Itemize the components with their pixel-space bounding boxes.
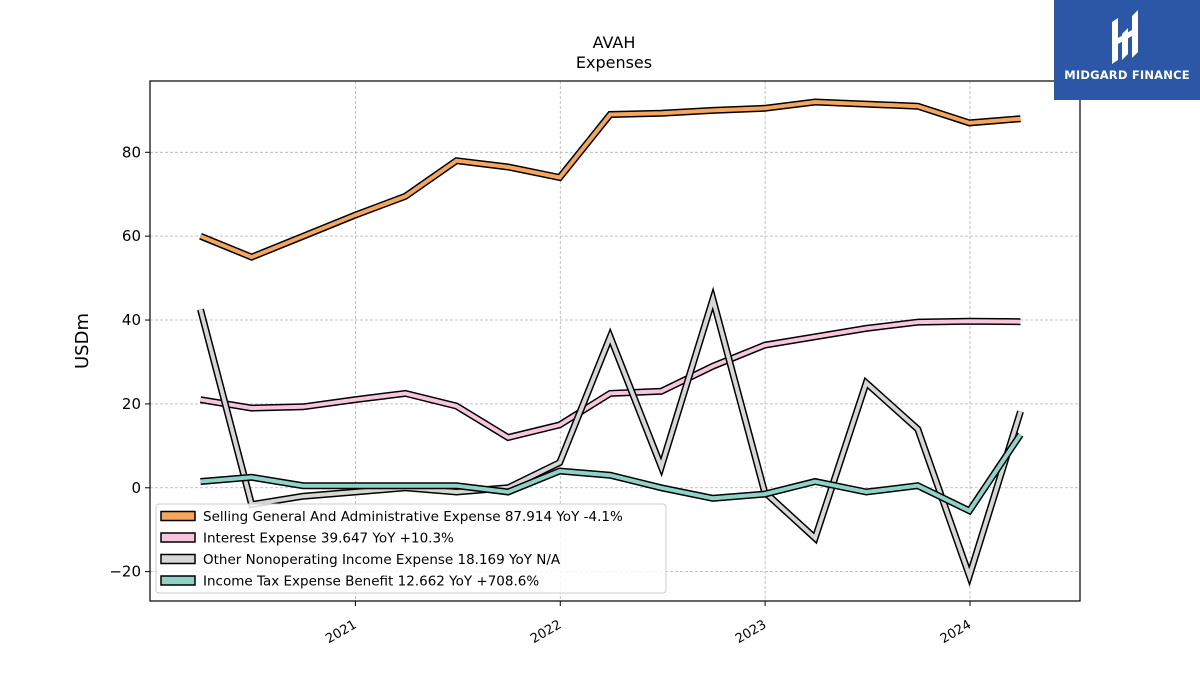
y-tick-label: −20 — [109, 563, 141, 581]
legend-label: Interest Expense 39.647 YoY +10.3% — [203, 531, 454, 547]
legend: Selling General And Administrative Expen… — [155, 503, 667, 594]
series-line — [198, 291, 1023, 583]
series-line-outline — [199, 98, 1021, 261]
x-tick-label: 2023 — [733, 617, 769, 647]
y-tick-label: 60 — [122, 227, 141, 245]
chart-title: AVAH — [593, 33, 636, 52]
y-tick-label: 80 — [122, 143, 141, 161]
x-tick-label: 2021 — [323, 617, 359, 647]
logo-text: MIDGARD FINANCE — [1064, 68, 1190, 82]
legend-label: Income Tax Expense Benefit 12.662 YoY +7… — [203, 574, 539, 590]
y-tick-label: 0 — [131, 479, 141, 497]
midgard-finance-logo: MIDGARD FINANCE — [1054, 0, 1200, 100]
legend-swatch — [160, 575, 196, 586]
midgard-logo-icon — [1112, 10, 1138, 64]
legend-swatch — [160, 532, 196, 543]
legend-swatch — [160, 510, 196, 522]
legend-label: Selling General And Administrative Expen… — [203, 509, 623, 525]
y-axis-label: USDm — [72, 313, 93, 369]
x-tick-label: 2024 — [938, 617, 974, 647]
series-lines — [197, 98, 1024, 587]
series-line — [200, 433, 1023, 514]
x-axis-ticks: 2021 2022 2023 2024 — [323, 601, 974, 647]
series-line — [199, 99, 1021, 260]
y-axis-ticks: −20 0 20 40 60 80 — [109, 143, 150, 581]
legend-box — [155, 503, 667, 594]
plot-frame — [149, 80, 1081, 602]
series-line-outline — [200, 432, 1024, 516]
chart-subtitle: Expenses — [576, 53, 652, 72]
y-tick-label: 20 — [122, 395, 141, 413]
x-tick-label: 2022 — [528, 617, 564, 647]
series-line — [200, 319, 1021, 440]
legend-label: Other Nonoperating Income Expense 18.169… — [203, 552, 561, 568]
legend-swatch — [160, 553, 196, 565]
y-tick-label: 40 — [122, 311, 141, 329]
